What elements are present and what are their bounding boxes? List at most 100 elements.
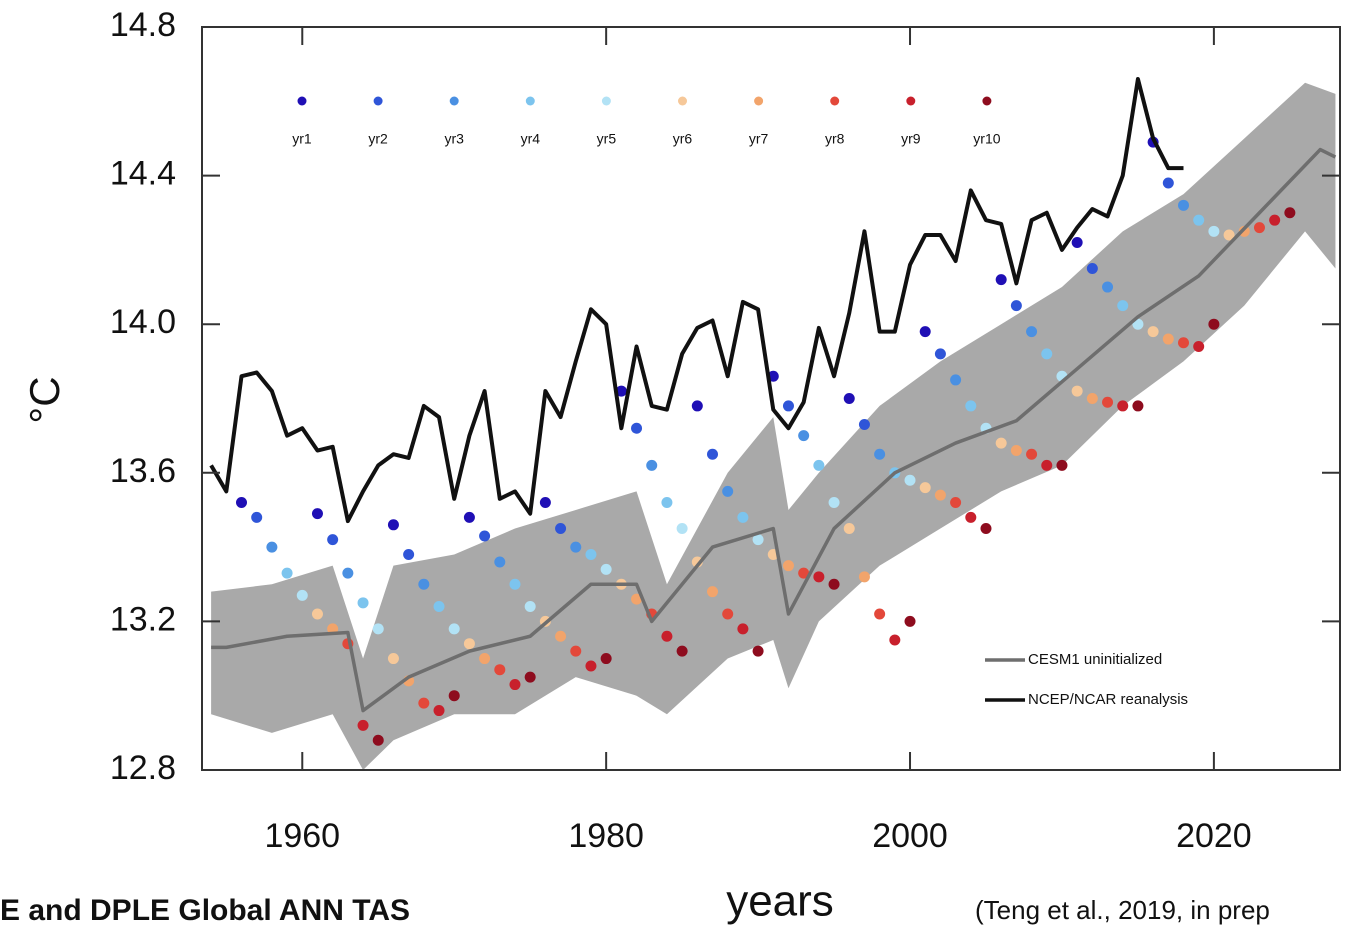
series-dot [919, 482, 931, 494]
series-dot [661, 630, 673, 642]
series-dot [570, 541, 582, 553]
series-dot [980, 523, 992, 535]
series-dot [691, 400, 703, 412]
footer-citation: (Teng et al., 2019, in prep [975, 895, 1270, 925]
y-tick-label: 14.8 [110, 6, 176, 44]
series-dot [555, 630, 567, 642]
series-dot [874, 608, 886, 620]
legend-label: yr1 [292, 131, 312, 147]
series-dot [1026, 448, 1038, 460]
series-dot [858, 571, 870, 583]
y-tick-label: 13.2 [110, 600, 176, 638]
series-dot [539, 497, 551, 509]
y-tick-label: 13.6 [110, 452, 176, 490]
series-dot [311, 608, 323, 620]
series-dot [843, 523, 855, 535]
legend-label: NCEP/NCAR reanalysis [1028, 691, 1188, 708]
series-dot [296, 589, 308, 601]
x-tick-label: 2020 [1176, 817, 1252, 855]
series-dot [433, 705, 445, 717]
series-dot [1238, 225, 1250, 237]
series-dot [828, 497, 840, 509]
series-dot [342, 567, 354, 579]
series-dot [707, 586, 719, 598]
x-tick-label: 1980 [568, 817, 644, 855]
series-dot [995, 274, 1007, 286]
series-dot [448, 623, 460, 635]
series-dot [479, 653, 491, 665]
series-dot [934, 489, 946, 501]
legend-label: yr9 [901, 131, 921, 147]
series-dot [479, 530, 491, 542]
series-dot [463, 638, 475, 650]
series-dot [1086, 262, 1098, 274]
legend-marker [601, 96, 611, 106]
series-dot [1117, 400, 1129, 412]
series-dot [387, 519, 399, 531]
legend-label: yr10 [973, 131, 1000, 147]
series-dot [707, 448, 719, 460]
series-dot [372, 734, 384, 746]
series-dot [965, 400, 977, 412]
series-dot [1102, 396, 1114, 408]
series-dot [995, 437, 1007, 449]
series-dot [1208, 318, 1220, 330]
legend-marker [754, 96, 764, 106]
series-dot [1284, 207, 1296, 219]
series-dot [600, 653, 612, 665]
series-dot [311, 508, 323, 520]
series-dot [433, 601, 445, 613]
series-dot [600, 563, 612, 575]
series-dot [631, 593, 643, 605]
series-dot [372, 623, 384, 635]
series-dot [782, 560, 794, 572]
series-dot [1026, 326, 1038, 338]
series-dot [676, 645, 688, 657]
series-dot [1178, 337, 1190, 349]
series-dot [752, 645, 764, 657]
legend-label: CESM1 uninitialized [1028, 651, 1162, 668]
series-dot [1117, 300, 1129, 312]
series-dot [1253, 222, 1265, 234]
series-dot [1147, 326, 1159, 338]
series-dot [251, 511, 263, 523]
series-dot [722, 608, 734, 620]
x-axis-label: years [726, 877, 834, 926]
series-dot [1193, 214, 1205, 226]
legend-marker [678, 96, 687, 106]
legend-marker [982, 96, 992, 106]
series-dot [737, 511, 749, 523]
series-dot [494, 556, 506, 568]
series-dot [570, 645, 582, 657]
legend-label: yr4 [521, 131, 541, 147]
x-tick-label: 1960 [264, 817, 340, 855]
series-dot [387, 653, 399, 665]
series-dot [950, 374, 962, 386]
series-dot [1071, 385, 1083, 397]
footer-title: E and DPLE Global ANN TAS [0, 894, 410, 927]
series-dot [813, 571, 825, 583]
series-dot [403, 549, 415, 561]
legend-label: yr5 [597, 131, 617, 147]
series-dot [782, 400, 794, 412]
series-dot [934, 348, 946, 360]
legend-marker [297, 96, 307, 106]
series-dot [585, 549, 597, 561]
series-dot [965, 511, 977, 523]
series-dot [524, 671, 536, 683]
legend-marker [449, 96, 459, 106]
series-dot [615, 385, 627, 397]
series-dot [631, 422, 643, 434]
legend-marker [830, 96, 840, 106]
series-dot [555, 523, 567, 535]
x-tick-label: 2000 [872, 817, 948, 855]
series-dot [646, 459, 658, 471]
legend-marker [373, 96, 383, 106]
series-dot [236, 497, 248, 509]
series-dot [904, 615, 916, 627]
series-dot [1193, 340, 1205, 352]
series-dot [919, 326, 931, 338]
series-dot [1132, 318, 1144, 330]
series-dot [843, 393, 855, 404]
